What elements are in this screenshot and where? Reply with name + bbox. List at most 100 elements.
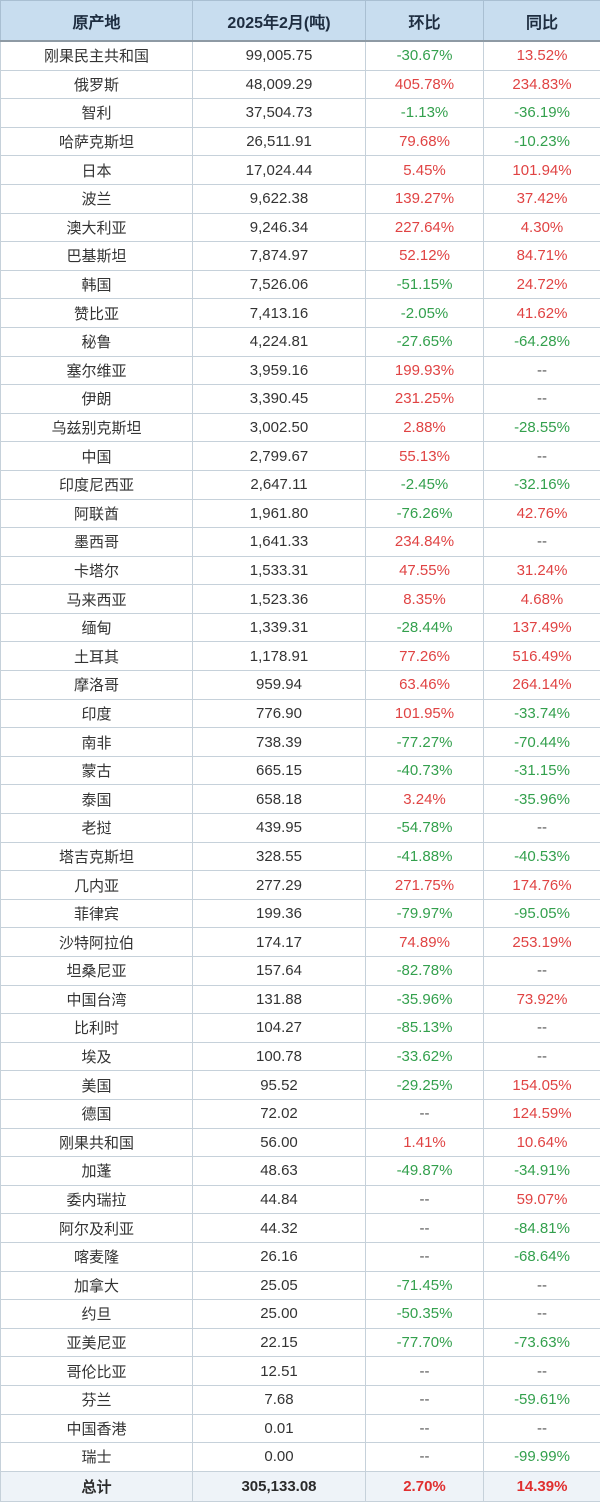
volume-cell: 3,390.45 bbox=[192, 384, 366, 414]
table-row: 芬兰 7.68 -- -59.61% bbox=[0, 1384, 600, 1415]
origin-cell: 中国香港 bbox=[0, 1413, 193, 1444]
table-row: 哈萨克斯坦 26,511.91 79.68% -10.23% bbox=[0, 126, 600, 157]
table-row: 刚果共和国 56.00 1.41% 10.64% bbox=[0, 1127, 600, 1158]
mom-cell: -- bbox=[365, 1384, 484, 1415]
yoy-cell: -84.81% bbox=[483, 1213, 600, 1243]
yoy-cell: 124.59% bbox=[483, 1098, 600, 1129]
yoy-cell: -- bbox=[483, 441, 600, 471]
volume-cell: 22.15 bbox=[192, 1327, 366, 1358]
yoy-cell: 137.49% bbox=[483, 612, 600, 643]
mom-cell: -1.13% bbox=[365, 98, 484, 128]
yoy-cell: 516.49% bbox=[483, 641, 600, 672]
volume-cell: 4,224.81 bbox=[192, 326, 366, 357]
table-row: 哥伦比亚 12.51 -- -- bbox=[0, 1356, 600, 1386]
mom-cell: 139.27% bbox=[365, 183, 484, 214]
table-row: 乌兹别克斯坦 3,002.50 2.88% -28.55% bbox=[0, 412, 600, 443]
yoy-cell: 10.64% bbox=[483, 1127, 600, 1158]
volume-cell: 3,959.16 bbox=[192, 355, 366, 386]
origin-cell: 俄罗斯 bbox=[0, 69, 193, 100]
volume-cell: 0.01 bbox=[192, 1413, 366, 1444]
mom-cell: -- bbox=[365, 1442, 484, 1472]
origin-cell: 比利时 bbox=[0, 1013, 193, 1043]
mom-cell: -40.73% bbox=[365, 755, 484, 786]
origin-cell: 亚美尼亚 bbox=[0, 1327, 193, 1358]
header-row: 原产地 2025年2月(吨) 环比 同比 bbox=[0, 0, 600, 42]
table-row: 南非 738.39 -77.27% -70.44% bbox=[0, 727, 600, 757]
origin-cell: 巴基斯坦 bbox=[0, 241, 193, 271]
yoy-cell: 41.62% bbox=[483, 298, 600, 328]
table-row: 阿尔及利亚 44.32 -- -84.81% bbox=[0, 1213, 600, 1243]
origin-cell: 智利 bbox=[0, 98, 193, 128]
table-row: 委内瑞拉 44.84 -- 59.07% bbox=[0, 1184, 600, 1215]
origin-cell: 加蓬 bbox=[0, 1156, 193, 1186]
origin-cell: 沙特阿拉伯 bbox=[0, 927, 193, 957]
yoy-cell: -95.05% bbox=[483, 898, 600, 929]
origin-cell: 德国 bbox=[0, 1098, 193, 1129]
table-row: 德国 72.02 -- 124.59% bbox=[0, 1098, 600, 1129]
table-row: 阿联酋 1,961.80 -76.26% 42.76% bbox=[0, 498, 600, 529]
table-row: 中国台湾 131.88 -35.96% 73.92% bbox=[0, 984, 600, 1015]
origin-cell: 阿联酋 bbox=[0, 498, 193, 529]
origin-cell: 刚果共和国 bbox=[0, 1127, 193, 1158]
table-row: 菲律宾 199.36 -79.97% -95.05% bbox=[0, 898, 600, 929]
yoy-cell: -35.96% bbox=[483, 784, 600, 815]
origin-cell: 总计 bbox=[0, 1470, 193, 1502]
mom-cell: 5.45% bbox=[365, 155, 484, 185]
volume-cell: 199.36 bbox=[192, 898, 366, 929]
table-row: 赞比亚 7,413.16 -2.05% 41.62% bbox=[0, 298, 600, 328]
origin-cell: 哥伦比亚 bbox=[0, 1356, 193, 1386]
origin-cell: 老挝 bbox=[0, 813, 193, 843]
volume-cell: 95.52 bbox=[192, 1070, 366, 1100]
origin-cell: 阿尔及利亚 bbox=[0, 1213, 193, 1243]
volume-cell: 1,641.33 bbox=[192, 527, 366, 557]
volume-cell: 56.00 bbox=[192, 1127, 366, 1158]
mom-cell: 55.13% bbox=[365, 441, 484, 471]
origin-cell: 委内瑞拉 bbox=[0, 1184, 193, 1215]
mom-cell: 47.55% bbox=[365, 555, 484, 586]
origin-cell: 芬兰 bbox=[0, 1384, 193, 1415]
yoy-cell: -- bbox=[483, 1270, 600, 1301]
mom-cell: -- bbox=[365, 1184, 484, 1215]
mom-cell: -- bbox=[365, 1098, 484, 1129]
origin-cell: 日本 bbox=[0, 155, 193, 185]
origin-cell: 塔吉克斯坦 bbox=[0, 841, 193, 872]
yoy-cell: -31.15% bbox=[483, 755, 600, 786]
origin-cell: 中国台湾 bbox=[0, 984, 193, 1015]
origin-cell: 墨西哥 bbox=[0, 527, 193, 557]
volume-cell: 738.39 bbox=[192, 727, 366, 757]
volume-cell: 25.00 bbox=[192, 1299, 366, 1329]
origin-cell: 埃及 bbox=[0, 1041, 193, 1072]
volume-cell: 72.02 bbox=[192, 1098, 366, 1129]
yoy-cell: 37.42% bbox=[483, 183, 600, 214]
yoy-cell: -68.64% bbox=[483, 1241, 600, 1272]
mom-cell: 405.78% bbox=[365, 69, 484, 100]
mom-cell: 231.25% bbox=[365, 384, 484, 414]
table-row: 日本 17,024.44 5.45% 101.94% bbox=[0, 155, 600, 185]
volume-cell: 658.18 bbox=[192, 784, 366, 815]
mom-cell: -35.96% bbox=[365, 984, 484, 1015]
origin-cell: 瑞士 bbox=[0, 1442, 193, 1472]
volume-cell: 3,002.50 bbox=[192, 412, 366, 443]
origin-cell: 约旦 bbox=[0, 1299, 193, 1329]
mom-cell: -54.78% bbox=[365, 813, 484, 843]
mom-cell: 52.12% bbox=[365, 241, 484, 271]
mom-cell: -51.15% bbox=[365, 269, 484, 300]
origin-cell: 中国 bbox=[0, 441, 193, 471]
table-row: 波兰 9,622.38 139.27% 37.42% bbox=[0, 183, 600, 214]
mom-cell: -- bbox=[365, 1241, 484, 1272]
volume-cell: 2,799.67 bbox=[192, 441, 366, 471]
volume-cell: 1,961.80 bbox=[192, 498, 366, 529]
table-row: 韩国 7,526.06 -51.15% 24.72% bbox=[0, 269, 600, 300]
volume-cell: 439.95 bbox=[192, 813, 366, 843]
volume-cell: 174.17 bbox=[192, 927, 366, 957]
yoy-cell: 101.94% bbox=[483, 155, 600, 185]
origin-cell: 美国 bbox=[0, 1070, 193, 1100]
origin-cell: 赞比亚 bbox=[0, 298, 193, 328]
table-row: 俄罗斯 48,009.29 405.78% 234.83% bbox=[0, 69, 600, 100]
mom-cell: -28.44% bbox=[365, 612, 484, 643]
mom-cell: 1.41% bbox=[365, 1127, 484, 1158]
volume-cell: 1,178.91 bbox=[192, 641, 366, 672]
volume-cell: 305,133.08 bbox=[192, 1470, 366, 1502]
yoy-cell: 4.30% bbox=[483, 212, 600, 243]
